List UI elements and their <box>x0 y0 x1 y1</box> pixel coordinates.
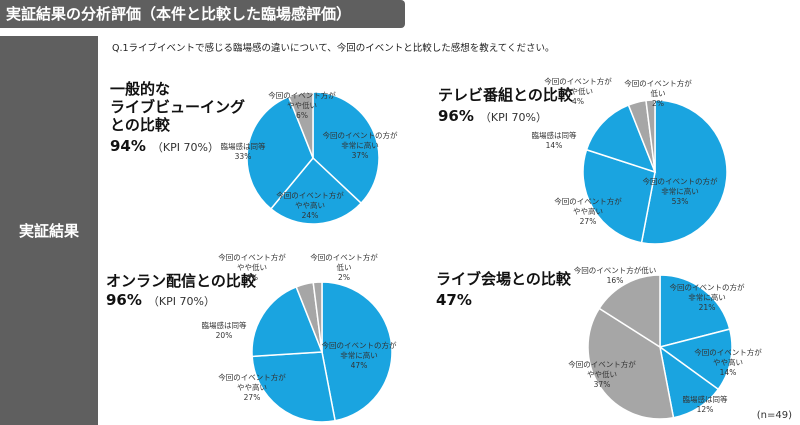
pie-4-label-4: 今回のイベント方がやや低い 37% <box>568 359 636 389</box>
pie-2-slice-2 <box>582 148 656 244</box>
chart-1-score: 94% （KPI 70%） <box>110 136 219 155</box>
chart-1-title-line-1: 一般的な <box>110 80 171 98</box>
pie-1-label-2: 今回のイベント方がやや高い 24% <box>276 190 344 220</box>
chart-2-kpi: （KPI 70%） <box>479 111 547 124</box>
pie-2-label-3: 臨場感は同等 14% <box>532 130 577 150</box>
pie-3-label-5: 今回のイベント方が低い 2% <box>310 252 378 282</box>
chart-2-pct: 96% <box>438 107 474 125</box>
pie-3-label-3: 臨場感は同等 20% <box>202 320 247 340</box>
pie-3-label-1: 今回のイベントの方が非常に高い 47% <box>322 340 397 370</box>
pie-1-slice-4 <box>287 91 314 159</box>
chart-4-pct: 47% <box>436 291 472 309</box>
pie-chart-1: 今回のイベントの方が非常に高い 37% 今回のイベント方がやや高い 24% 臨場感は同等… <box>221 90 398 225</box>
pie-2-slice-3 <box>585 104 657 174</box>
pie-4-label-1: 今回のイベントの方が非常に高い 21% <box>670 282 745 312</box>
pie-4-slice-5 <box>598 274 661 349</box>
chart-1-kpi: （KPI 70%） <box>151 141 219 154</box>
chart-1-title: 一般的な ライブビューイング との比較 <box>110 80 245 134</box>
chart-3-title-line-1: オンラン配信との比較 <box>106 272 256 290</box>
chart-3-title: オンラン配信との比較 <box>106 272 256 290</box>
pie-1-slice-1 <box>312 91 380 205</box>
pie-chart-4: 今回のイベントの方が非常に高い 21% 今回のイベント方がやや高い 14% 臨場感は同等… <box>568 265 762 420</box>
chart-1-title-line-3: との比較 <box>110 116 170 134</box>
pie-2-slice-5 <box>645 99 656 173</box>
chart-4-title: ライブ会場との比較 <box>436 270 571 288</box>
pie-3-slice-1 <box>321 281 393 422</box>
chart-2-title: テレビ番組との比較 <box>438 86 573 104</box>
pie-chart-2: 今回のイベントの方が非常に高い 53% 今回のイベント方がやや高い 27% 臨場感は同等… <box>532 76 728 245</box>
pie-4-label-3: 臨場感は同等 12% <box>683 394 728 414</box>
pie-3-label-4: 今回のイベント方がやや低い 4% <box>218 252 286 282</box>
pie-2-label-2: 今回のイベント方がやや高い 27% <box>554 196 622 226</box>
pie-1-slice-2 <box>269 156 363 225</box>
chart-3-score: 96% （KPI 70%） <box>106 290 215 309</box>
chart-2-title-line-1: テレビ番組との比較 <box>438 86 573 104</box>
pie-1-label-3: 臨場感は同等 33% <box>221 141 266 161</box>
pie-2-label-4: 今回のイベント方がやや低い 4% <box>544 76 612 106</box>
pie-1-slice-3 <box>246 95 314 210</box>
pie-4-slice-2 <box>658 328 733 391</box>
pie-4-label-2: 今回のイベント方がやや高い 14% <box>694 347 762 377</box>
pie-3-slice-5 <box>312 281 323 353</box>
chart-1-pct: 94% <box>110 137 146 155</box>
side-label: 実証結果 <box>0 36 98 425</box>
chart-1-title-line-2: ライブビューイング <box>110 98 246 116</box>
pie-2-slice-1 <box>640 99 728 245</box>
pie-4-slice-4 <box>587 307 675 420</box>
pie-4-slice-1 <box>659 274 731 348</box>
pie-2-label-1: 今回のイベントの方が非常に高い 53% <box>643 176 718 206</box>
pie-chart-3: 今回のイベントの方が非常に高い 47% 今回のイベント方がやや高い 27% 臨場感は同等… <box>202 252 397 423</box>
chart-2-score: 96% （KPI 70%） <box>438 106 547 125</box>
pie-3-slice-2 <box>251 351 336 423</box>
pie-1-label-4: 今回のイベント方がやや低い 6% <box>268 90 336 120</box>
pie-3-label-2: 今回のイベント方がやや高い 27% <box>218 372 286 402</box>
chart-3-pct: 96% <box>106 291 142 309</box>
sample-size-note: (n=49) <box>756 410 792 421</box>
chart-4-score: 47% <box>436 290 478 309</box>
pie-4-label-5: 今回のイベント方が低い 16% <box>574 265 657 285</box>
page-title: 実証結果の分析評価（本件と比較した臨場感評価） <box>0 0 405 28</box>
chart-4-title-line-1: ライブ会場との比較 <box>436 270 571 288</box>
side-label-text: 実証結果 <box>18 222 79 240</box>
survey-question: Q.1ライブイベントで感じる臨場感の違いについて、今回のイベントと比較した感想を… <box>112 43 555 54</box>
chart-3-kpi: （KPI 70%） <box>147 295 215 308</box>
pie-3-slice-3 <box>251 285 324 358</box>
pie-1-label-1: 今回のイベントの方が非常に高い 37% <box>323 130 398 160</box>
pie-2-label-5: 今回のイベント方が低い 2% <box>624 78 692 108</box>
